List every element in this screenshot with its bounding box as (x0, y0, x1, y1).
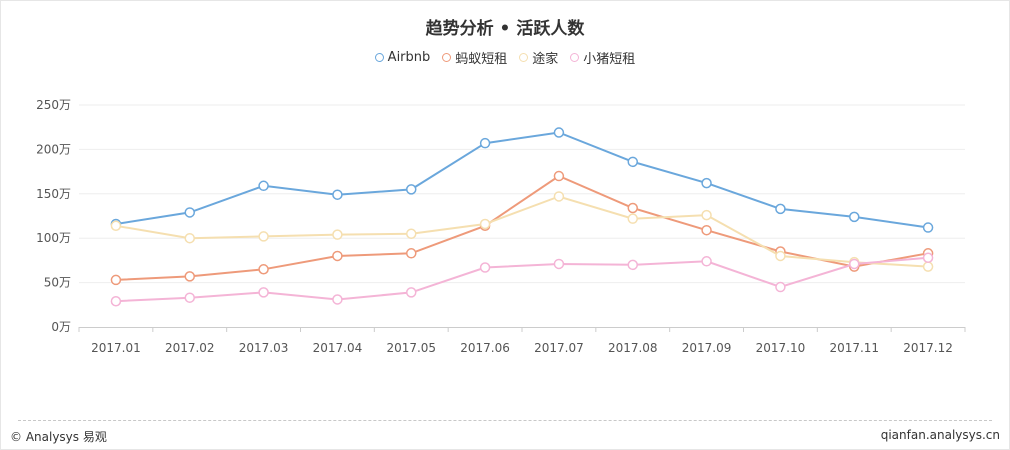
legend-marker-tujia (519, 53, 529, 62)
legend-marker-xiaozhu (570, 53, 580, 62)
y-tick-label: 50万 (44, 276, 71, 290)
data-point-series-2 (627, 213, 638, 224)
y-tick-label: 200万 (36, 142, 71, 156)
data-point-series-0 (332, 189, 343, 200)
data-point-series-1 (701, 224, 712, 236)
data-point-series-3 (849, 258, 860, 270)
legend-item-tujia[interactable]: 途家 (519, 48, 558, 67)
data-point-series-2 (922, 261, 934, 272)
y-tick-label: 0万 (51, 320, 71, 334)
data-point-series-3 (406, 287, 417, 298)
data-point-series-2 (553, 191, 565, 202)
data-point-series-3 (701, 256, 712, 267)
data-point-series-3 (553, 258, 565, 270)
data-point-series-0 (849, 211, 860, 223)
data-point-series-0 (258, 180, 269, 192)
footer-copyright: © Analysys 易观 (10, 430, 107, 444)
data-point-series-1 (553, 170, 565, 182)
data-point-series-3 (627, 259, 638, 271)
series-line-3 (115, 256, 929, 303)
series-line-1 (115, 174, 929, 281)
x-tick-label: 2017.01 (91, 341, 141, 355)
data-point-series-1 (110, 274, 122, 286)
footer-url: qianfan.analysys.cn (880, 428, 1000, 442)
legend: Airbnb 蚂蚁短租 途家 小猪短租 (0, 48, 1010, 67)
data-point-series-3 (775, 281, 786, 293)
data-point-series-2 (332, 229, 343, 240)
series-line-2 (115, 195, 929, 268)
y-tick-label: 150万 (36, 187, 71, 201)
data-point-series-3 (184, 292, 195, 303)
legend-label-airbnb: Airbnb (387, 50, 431, 65)
chart-title: 趋势分析 • 活跃人数 (425, 19, 585, 39)
data-point-series-1 (332, 250, 343, 262)
data-point-series-2 (258, 231, 269, 242)
x-tick-label: 2017.06 (460, 341, 510, 355)
data-point-series-2 (406, 228, 417, 240)
x-tick-label: 2017.12 (903, 341, 953, 355)
data-point-series-3 (332, 294, 343, 305)
legend-label-mayi: 蚂蚁短租 (455, 52, 508, 67)
data-point-series-3 (110, 295, 122, 307)
y-tick-label: 250万 (36, 98, 71, 112)
legend-item-airbnb[interactable]: Airbnb (374, 48, 431, 67)
data-point-series-2 (184, 232, 195, 244)
data-point-series-3 (922, 252, 934, 263)
data-point-series-0 (184, 207, 195, 218)
data-point-series-0 (701, 177, 712, 189)
legend-marker-mayi (442, 53, 452, 62)
x-tick-label: 2017.04 (313, 341, 363, 355)
x-tick-label: 2017.02 (165, 341, 215, 355)
data-point-series-2 (701, 209, 712, 221)
data-point-series-0 (479, 137, 491, 149)
data-point-series-1 (258, 264, 269, 275)
x-tick-label: 2017.11 (829, 341, 879, 355)
line-chart: 0万 50万 100万 150万 200万 250万 2017.01 2017.02 2017.… (36, 98, 966, 355)
data-point-series-2 (479, 218, 491, 230)
data-point-series-1 (406, 248, 417, 259)
data-point-series-0 (627, 156, 638, 168)
x-tick-label: 2017.05 (386, 341, 436, 355)
series-line-0 (115, 131, 929, 229)
footer-divider (18, 420, 992, 421)
data-point-series-2 (775, 250, 786, 262)
data-point-series-1 (184, 271, 195, 282)
data-point-series-0 (922, 222, 934, 233)
data-point-series-3 (479, 262, 491, 273)
x-tick-label: 2017.03 (239, 341, 289, 355)
legend-label-tujia: 途家 (532, 52, 559, 67)
x-tick-label: 2017.10 (756, 341, 806, 355)
legend-marker-airbnb (374, 53, 384, 62)
data-point-series-3 (258, 287, 269, 298)
data-point-series-2 (110, 220, 122, 232)
x-tick-label: 2017.09 (682, 341, 732, 355)
data-point-series-0 (553, 127, 565, 138)
legend-label-xiaozhu: 小猪短租 (583, 52, 636, 67)
legend-item-mayi[interactable]: 蚂蚁短租 (442, 48, 507, 67)
data-point-series-1 (627, 202, 638, 214)
x-tick-label: 2017.07 (534, 341, 584, 355)
data-point-series-0 (406, 184, 417, 195)
legend-item-xiaozhu[interactable]: 小猪短租 (570, 48, 635, 67)
x-tick-label: 2017.08 (608, 341, 658, 355)
data-point-series-0 (775, 203, 786, 215)
y-tick-label: 100万 (36, 231, 71, 245)
